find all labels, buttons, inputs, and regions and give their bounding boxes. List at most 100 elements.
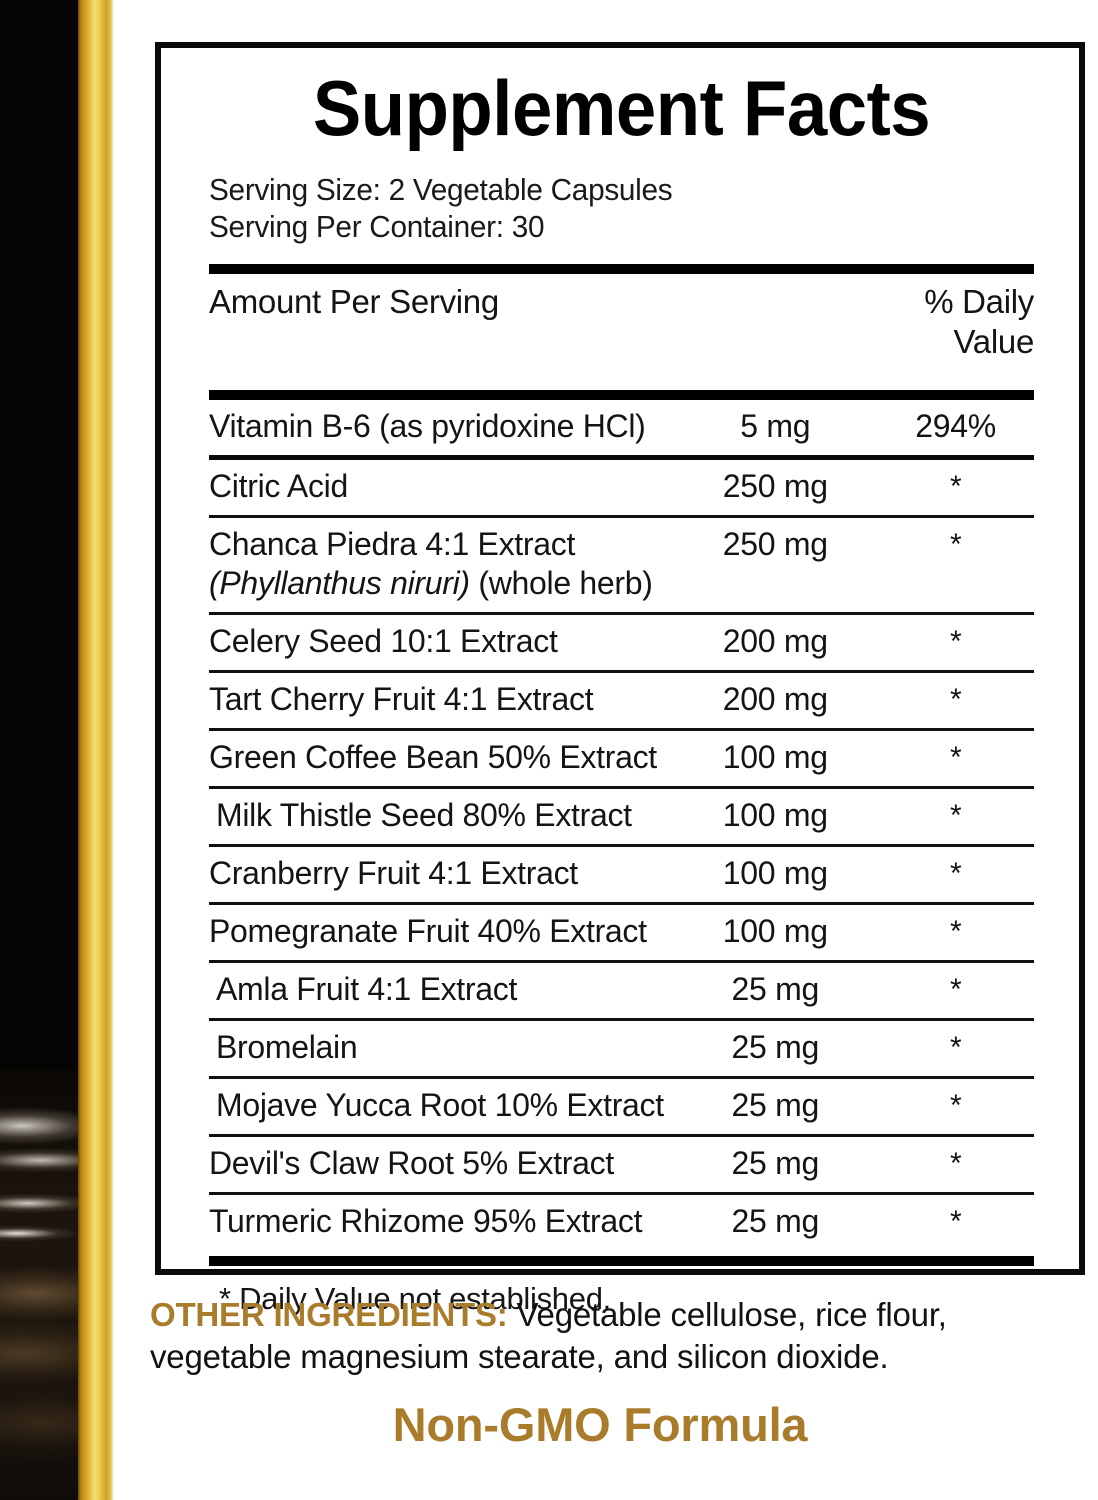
ingredient-amount: 100 mg <box>722 739 828 775</box>
panel-title: Supplement Facts <box>312 64 931 152</box>
ingredient-name: Devil's Claw Root 5% Extract <box>209 1145 614 1181</box>
row-separator-rule <box>209 1134 1034 1137</box>
marble-swirl-texture <box>0 1070 78 1500</box>
table-row: Mojave Yucca Root 10% Extract 25 mg * <box>209 1079 1034 1134</box>
ingredient-name: Pomegranate Fruit 40% Extract <box>209 913 647 949</box>
ingredient-daily-value: * <box>949 528 962 561</box>
ingredient-name: Chanca Piedra 4:1 Extract (Phyllanthus ni… <box>209 518 679 612</box>
row-separator <box>209 1192 1034 1195</box>
table-row: Tart Cherry Fruit 4:1 Extract 200 mg * <box>209 673 1034 728</box>
ingredient-name: Amla Fruit 4:1 Extract <box>216 971 518 1007</box>
ingredient-daily-value: 294% <box>915 408 996 444</box>
ingredient-table: Vitamin B-6 (as pyridoxine HCl) 5 mg 294% C… <box>209 400 1034 1250</box>
table-row: Citric Acid 250 mg * <box>209 460 1034 515</box>
table-row: Amla Fruit 4:1 Extract 25 mg * <box>209 963 1034 1018</box>
ingredient-amount: 25 mg <box>731 1029 820 1065</box>
ingredient-name: Celery Seed 10:1 Extract <box>209 623 558 659</box>
row-separator-rule <box>209 612 1034 615</box>
row-separator-rule <box>209 844 1034 847</box>
row-separator-rule <box>209 786 1034 789</box>
row-separator <box>209 728 1034 731</box>
ingredient-amount: 100 mg <box>722 855 828 891</box>
table-row: Cranberry Fruit 4:1 Extract 100 mg * <box>209 847 1034 902</box>
ingredient-daily-value: * <box>949 799 962 832</box>
other-ingredients-text: Vegetable cellulose, rice flour, vegetab… <box>150 1296 947 1375</box>
row-separator <box>209 670 1034 673</box>
daily-value-header: % Daily Value <box>924 283 1034 360</box>
daily-value-footnote: * Daily Value not established. <box>219 1281 611 1316</box>
ingredient-daily-value: * <box>949 1205 962 1238</box>
non-gmo-formula-text: Non-GMO Formula <box>392 1398 808 1451</box>
table-header-row: Amount Per Serving % Daily Value <box>209 274 1034 371</box>
row-separator-rule <box>209 670 1034 673</box>
row-separator-rule <box>209 515 1034 518</box>
ingredient-amount: 250 mg <box>722 468 828 504</box>
table-row: Turmeric Rhizome 95% Extract 25 mg * <box>209 1195 1034 1250</box>
serving-info-block: Serving Size: 2 Vegetable Capsules Servi… <box>209 171 1001 245</box>
gold-edge-band <box>78 0 113 1500</box>
ingredient-name: Mojave Yucca Root 10% Extract <box>216 1087 664 1123</box>
header-top-rule <box>209 264 1034 274</box>
ingredient-daily-value: * <box>949 1031 962 1064</box>
serving-size-text: Serving Size: 2 Vegetable Capsules <box>209 172 673 207</box>
row-separator <box>209 1134 1034 1137</box>
row-separator-rule <box>209 902 1034 905</box>
ingredient-daily-value: * <box>949 683 962 716</box>
ingredient-name: Turmeric Rhizome 95% Extract <box>209 1203 643 1239</box>
ingredient-amount: 5 mg <box>740 408 811 444</box>
row-separator-rule <box>209 1076 1034 1079</box>
table-row: Bromelain 25 mg * <box>209 1021 1034 1076</box>
other-ingredients-block: OTHER INGREDIENTS: Vegetable cellulose, … <box>150 1294 1095 1378</box>
row-separator <box>209 455 1034 460</box>
row-separator-rule <box>209 1018 1034 1021</box>
table-row: Milk Thistle Seed 80% Extract 100 mg * <box>209 789 1034 844</box>
ingredient-list-bottom-rule <box>209 1256 1034 1266</box>
ingredient-amount: 25 mg <box>731 971 820 1007</box>
row-separator <box>209 960 1034 963</box>
ingredient-daily-value: * <box>949 857 962 890</box>
decorative-left-edge <box>0 0 113 1500</box>
ingredient-name: Bromelain <box>216 1029 358 1065</box>
ingredient-name: Vitamin B-6 (as pyridoxine HCl) <box>209 408 646 444</box>
row-separator <box>209 844 1034 847</box>
table-row: Devil's Claw Root 5% Extract 25 mg * <box>209 1137 1034 1192</box>
amount-per-serving-header: Amount Per Serving <box>209 283 499 320</box>
ingredient-amount: 25 mg <box>731 1203 820 1239</box>
row-separator-rule <box>209 960 1034 963</box>
latin-binomial: (Phyllanthus niruri) <box>209 565 470 601</box>
row-separator-rule <box>209 455 1034 460</box>
table-row: Pomegranate Fruit 40% Extract 100 mg * <box>209 905 1034 960</box>
ingredient-daily-value: * <box>949 973 962 1006</box>
ingredient-name: Milk Thistle Seed 80% Extract <box>216 797 632 833</box>
ingredient-name: Green Coffee Bean 50% Extract <box>209 739 657 775</box>
ingredient-daily-value: * <box>949 470 962 503</box>
ingredient-name: Tart Cherry Fruit 4:1 Extract <box>209 681 594 717</box>
row-separator <box>209 786 1034 789</box>
ingredient-name: Citric Acid <box>209 468 348 504</box>
ingredient-daily-value: * <box>949 1089 962 1122</box>
row-separator <box>209 515 1034 518</box>
ingredient-amount: 25 mg <box>731 1145 820 1181</box>
row-separator-rule <box>209 728 1034 731</box>
other-ingredients-label: OTHER INGREDIENTS: <box>150 1296 508 1333</box>
row-separator <box>209 1018 1034 1021</box>
ingredient-subtext: (Phyllanthus niruri) (whole herb) <box>209 565 653 601</box>
supplement-facts-table: Amount Per Serving % Daily Value <box>209 274 1034 371</box>
ingredient-amount: 200 mg <box>722 623 828 659</box>
ingredient-daily-value: * <box>949 741 962 774</box>
ingredient-daily-value: * <box>949 1147 962 1180</box>
table-row: Chanca Piedra 4:1 Extract (Phyllanthus ni… <box>209 518 1034 612</box>
supplement-facts-panel: Supplement Facts Serving Size: 2 Vegetab… <box>155 42 1085 1316</box>
ingredient-list-top-rule <box>209 390 1034 400</box>
ingredient-amount: 25 mg <box>731 1087 820 1123</box>
row-separator-rule <box>209 1192 1034 1195</box>
ingredient-daily-value: * <box>949 625 962 658</box>
serving-per-container-text: Serving Per Container: 30 <box>209 209 545 244</box>
ingredient-amount: 100 mg <box>722 797 828 833</box>
ingredient-daily-value: * <box>949 915 962 948</box>
ingredient-name: Cranberry Fruit 4:1 Extract <box>209 855 578 891</box>
row-separator <box>209 612 1034 615</box>
row-separator <box>209 1076 1034 1079</box>
table-row: Green Coffee Bean 50% Extract 100 mg * <box>209 731 1034 786</box>
ingredient-amount: 250 mg <box>722 526 828 562</box>
